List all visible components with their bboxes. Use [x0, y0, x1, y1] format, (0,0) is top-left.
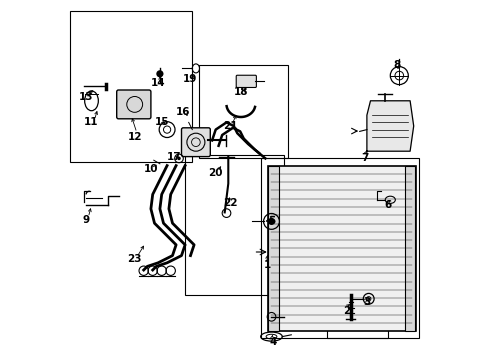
Circle shape: [156, 70, 163, 77]
Bar: [260, 158, 418, 338]
Text: 2: 2: [343, 306, 350, 316]
Bar: [70, 11, 192, 162]
FancyBboxPatch shape: [117, 90, 151, 119]
Text: 14: 14: [150, 78, 165, 88]
Text: 4: 4: [269, 337, 276, 347]
Bar: [267, 166, 415, 331]
Bar: [267, 166, 278, 331]
Text: 11: 11: [84, 117, 99, 127]
Bar: [404, 166, 415, 331]
Text: 9: 9: [82, 215, 89, 225]
Text: 3: 3: [363, 297, 370, 307]
Polygon shape: [366, 101, 413, 151]
Text: 16: 16: [176, 107, 190, 117]
Text: 12: 12: [127, 132, 142, 142]
FancyBboxPatch shape: [236, 75, 256, 87]
Text: 22: 22: [223, 198, 237, 208]
Text: 5: 5: [267, 216, 275, 226]
Text: 19: 19: [183, 74, 197, 84]
Text: 10: 10: [143, 164, 158, 174]
Text: 15: 15: [154, 117, 169, 127]
Circle shape: [177, 157, 181, 160]
Text: 8: 8: [393, 60, 400, 70]
Circle shape: [267, 218, 275, 225]
Bar: [326, 274, 387, 338]
Text: 1: 1: [264, 260, 271, 270]
Text: 20: 20: [208, 168, 223, 178]
Text: 23: 23: [127, 254, 142, 264]
Text: 21: 21: [223, 121, 237, 131]
Text: 7: 7: [361, 153, 368, 163]
Text: 13: 13: [79, 92, 93, 102]
Text: 17: 17: [166, 152, 181, 162]
Bar: [185, 155, 284, 295]
Bar: [199, 65, 287, 158]
FancyBboxPatch shape: [181, 128, 210, 157]
Text: 18: 18: [233, 87, 247, 97]
Text: 6: 6: [384, 200, 391, 210]
